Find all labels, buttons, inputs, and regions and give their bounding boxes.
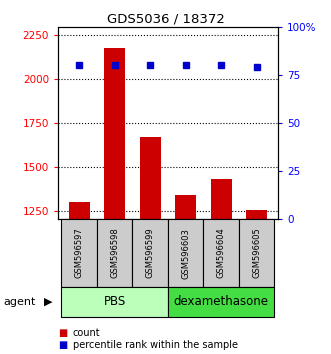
Text: PBS: PBS bbox=[104, 295, 126, 308]
Text: count: count bbox=[73, 328, 100, 338]
Bar bbox=[62, 219, 97, 287]
Bar bbox=[132, 219, 168, 287]
Text: percentile rank within the sample: percentile rank within the sample bbox=[73, 340, 238, 350]
Text: GSM596603: GSM596603 bbox=[181, 228, 190, 279]
Text: agent: agent bbox=[3, 297, 36, 307]
Bar bbox=[175, 195, 196, 219]
Bar bbox=[211, 179, 232, 219]
Bar bbox=[246, 210, 267, 219]
Text: GSM596604: GSM596604 bbox=[217, 228, 226, 279]
Text: GSM596598: GSM596598 bbox=[110, 228, 119, 279]
Text: dexamethasone: dexamethasone bbox=[174, 295, 269, 308]
Text: GSM596605: GSM596605 bbox=[252, 228, 261, 279]
Bar bbox=[104, 48, 125, 219]
Bar bbox=[62, 287, 168, 317]
Bar bbox=[168, 219, 204, 287]
Text: ▶: ▶ bbox=[44, 297, 52, 307]
Bar bbox=[239, 219, 274, 287]
Bar bbox=[97, 219, 132, 287]
Text: GSM596599: GSM596599 bbox=[146, 228, 155, 279]
Text: ■: ■ bbox=[58, 328, 67, 338]
Bar bbox=[168, 287, 274, 317]
Bar bbox=[69, 202, 90, 219]
Text: ■: ■ bbox=[58, 340, 67, 350]
Text: GSM596597: GSM596597 bbox=[75, 228, 84, 279]
Bar bbox=[140, 137, 161, 219]
Text: GDS5036 / 18372: GDS5036 / 18372 bbox=[107, 12, 224, 25]
Bar bbox=[204, 219, 239, 287]
